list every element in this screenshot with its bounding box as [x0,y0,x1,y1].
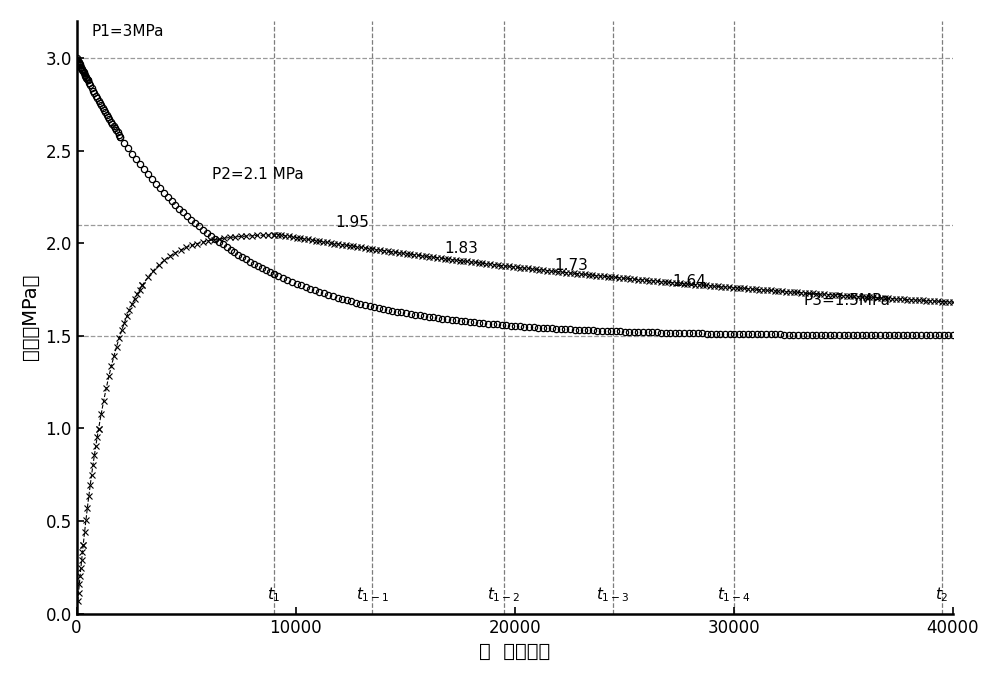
Text: $t_1$: $t_1$ [267,586,281,604]
Text: $t_2$: $t_2$ [935,586,949,604]
Text: $t_{1-3}$: $t_{1-3}$ [596,586,630,604]
X-axis label: 时  间（秒）: 时 间（秒） [479,642,550,661]
Text: P1=3MPa: P1=3MPa [92,25,164,40]
Text: 1.83: 1.83 [445,241,479,256]
Text: 1.73: 1.73 [554,258,588,273]
Text: 1.64: 1.64 [673,274,706,289]
Y-axis label: 气压（MPa）: 气压（MPa） [21,274,40,361]
Text: P2=2.1 MPa: P2=2.1 MPa [212,167,304,182]
Text: 1.95: 1.95 [335,216,369,231]
Text: $t_{1-1}$: $t_{1-1}$ [356,586,389,604]
Text: P3=1.5MPa: P3=1.5MPa [804,293,891,308]
Text: $t_{1-4}$: $t_{1-4}$ [717,586,751,604]
Text: $t_{1-2}$: $t_{1-2}$ [487,586,521,604]
